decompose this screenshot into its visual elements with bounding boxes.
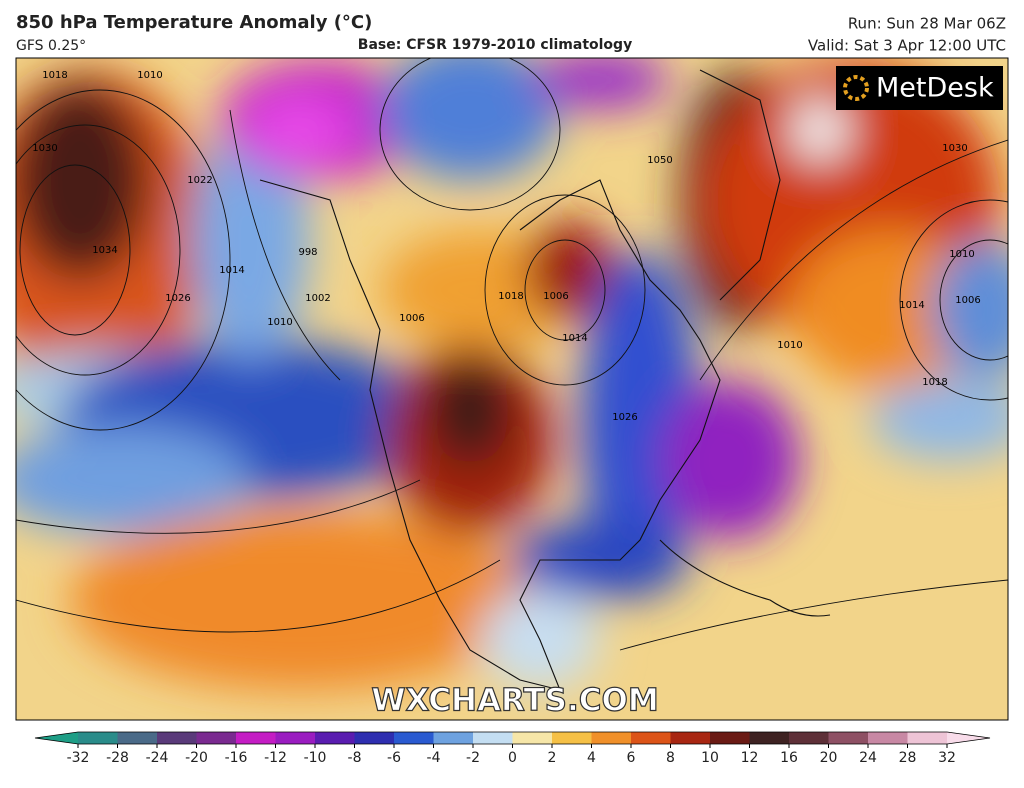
colorbar-segment (512, 732, 553, 744)
colorbar-tick-label: 10 (701, 750, 719, 766)
logo-box (836, 66, 1003, 110)
colorbar-segment (749, 732, 790, 744)
isobar-label: 1010 (267, 317, 292, 328)
isobar-label: 1030 (942, 143, 967, 154)
colorbar-tick-label: 12 (741, 750, 759, 766)
run: Run: Sun 28 Mar 06Z (848, 15, 1006, 33)
colorbar-segment (907, 732, 948, 744)
colorbar: -32 -28 -24 -20 -16 -12 -10 -8 -6 -4 -2 0 2 4 6 8 10 12 16… (34, 731, 991, 766)
colorbar-segment (552, 732, 592, 744)
isobar-label: 1006 (543, 291, 568, 302)
colorbar-segment (196, 732, 237, 744)
colorbar-segment (236, 732, 276, 744)
colorbar-segment (828, 732, 869, 744)
title: 850 hPa Temperature Anomaly (°C) (16, 12, 372, 33)
logo-icon (843, 75, 869, 101)
colorbar-tick-label: 2 (548, 750, 557, 766)
isobar-label: 1030 (32, 143, 57, 154)
model: GFS 0.25° (16, 38, 86, 54)
isobar-label: 1014 (219, 265, 244, 276)
isobar-label: 1018 (42, 70, 67, 81)
colorbar-segment (157, 732, 197, 744)
isobar-label: 1034 (92, 245, 117, 256)
colorbar-tick-label: -4 (427, 750, 441, 766)
colorbar-tick-label: 20 (820, 750, 838, 766)
colorbar-tick-label: -32 (67, 750, 90, 766)
isobar-label: 1022 (187, 175, 212, 186)
isobar-label: 1010 (949, 249, 974, 260)
isobar-label: 1014 (899, 300, 924, 311)
isobar-label: 1010 (777, 340, 802, 351)
valid: Valid: Sat 3 Apr 12:00 UTC (808, 37, 1006, 55)
colorbar-tick-label: -28 (106, 750, 129, 766)
isobar-label: 1014 (562, 333, 587, 344)
map-frame (15, 57, 1009, 721)
colorbar-segment (78, 732, 118, 744)
base: Base: CFSR 1979-2010 climatology (358, 37, 632, 53)
colorbar-tick-label: -24 (146, 750, 169, 766)
colorbar-segment (868, 732, 908, 744)
colorbar-segment (275, 732, 316, 744)
colorbar-tick-label: -6 (387, 750, 401, 766)
colorbar-tick-label: -8 (348, 750, 362, 766)
colorbar-extend-low (35, 732, 78, 744)
isobar-label: 1006 (399, 313, 424, 324)
colorbar-segment (394, 732, 434, 744)
colorbar-tick-label: 6 (627, 750, 636, 766)
isobar-label: 1018 (498, 291, 523, 302)
colorbar-tick-label: 8 (666, 750, 675, 766)
colorbar-segment (631, 732, 671, 744)
colorbar-segment (591, 732, 632, 744)
colorbar-tick-label: 0 (508, 750, 517, 766)
isobar-label: 998 (298, 247, 317, 258)
colorbar-segment (710, 732, 750, 744)
isobar-label: 1010 (137, 70, 162, 81)
map: 1018 1010 1030 1034 1022 1026 1014 998 1002 1010 1… (16, 58, 1008, 720)
colorbar-tick-label: 24 (859, 750, 877, 766)
colorbar-segment (433, 732, 474, 744)
watermark: WXCHARTS.COM (371, 683, 658, 719)
colorbar-tick-label: -16 (225, 750, 248, 766)
colorbar-segment (670, 732, 711, 744)
coastlines (259, 69, 831, 691)
colorbar-segment (789, 732, 829, 744)
colorbar-segment (117, 732, 158, 744)
colorbar-segment (354, 732, 395, 744)
colorbar-tick-label: 4 (587, 750, 596, 766)
colorbar-tick-label: -10 (304, 750, 327, 766)
isobar-label: 1026 (612, 412, 637, 423)
colorbar-tick-label: 32 (938, 750, 956, 766)
colorbar-tick-label: -20 (185, 750, 208, 766)
colorbar-tick-label: -12 (264, 750, 287, 766)
isobar-label: 1026 (165, 293, 190, 304)
isobar-label: 1002 (305, 293, 330, 304)
isobar-label: 1006 (955, 295, 980, 306)
colorbar-segment (315, 732, 355, 744)
isobar-label: 1018 (922, 377, 947, 388)
colorbar-tick-label: 16 (780, 750, 798, 766)
isobars (16, 58, 1008, 651)
colorbar-tick-label: 28 (899, 750, 917, 766)
colorbar-tick-label: -2 (466, 750, 480, 766)
colorbar-segment (473, 732, 513, 744)
isobar-label: 1050 (647, 155, 672, 166)
logo: MetDesk (876, 73, 994, 104)
colorbar-extend-high (947, 732, 990, 744)
